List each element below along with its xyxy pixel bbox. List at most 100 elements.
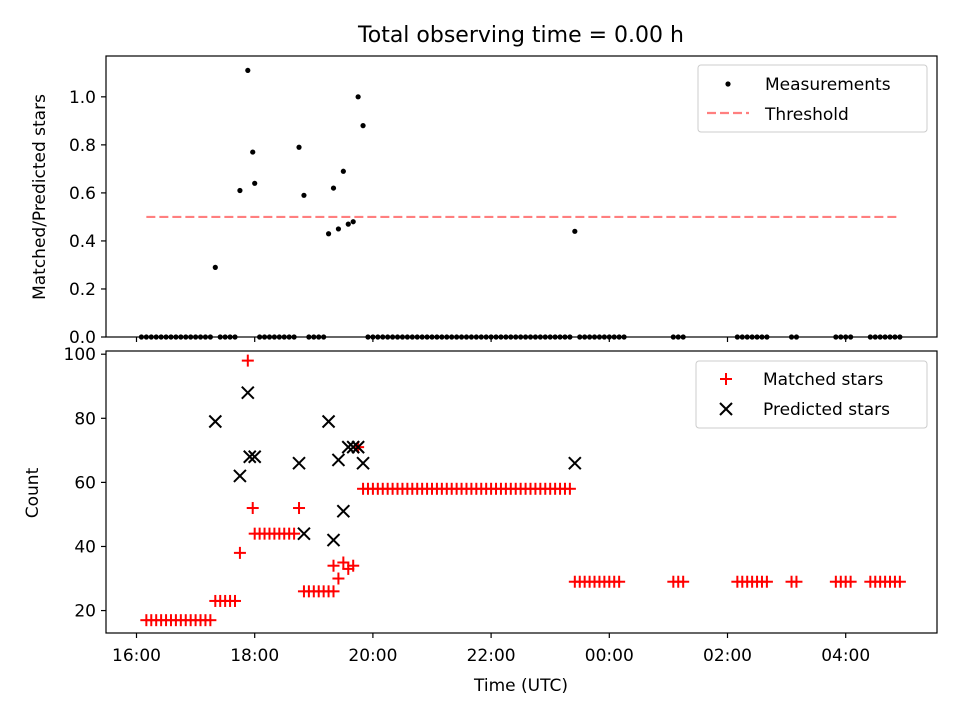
- x-tick-label: 22:00: [467, 646, 516, 666]
- predicted-star-point: [297, 526, 311, 541]
- x-tick-label: 02:00: [703, 646, 752, 666]
- legend-predicted-symbol: [719, 402, 733, 416]
- top-axes-frame: [105, 55, 938, 338]
- measurement-point: [237, 187, 243, 194]
- measurement-point: [301, 192, 307, 198]
- predicted-star-point: [233, 469, 247, 483]
- predicted-star-point: [292, 456, 306, 470]
- measurement-point: [350, 219, 356, 225]
- top-y-tick-label: 0.8: [69, 136, 96, 156]
- measurement-point: [355, 94, 361, 100]
- matched-star-point: [241, 354, 254, 367]
- bottom-legend: Matched stars Predicted stars: [695, 360, 928, 429]
- bottom-axes-frame: [105, 350, 938, 634]
- predicted-star-point-b: [351, 440, 365, 454]
- matched-star-point: [563, 482, 576, 495]
- legend-matched-label: Matched stars: [763, 370, 883, 390]
- bottom-y-tick-label: 20: [74, 602, 96, 622]
- x-tick-label: 20:00: [348, 646, 397, 666]
- measurement-point: [345, 221, 351, 227]
- predicted-star-point-b: [341, 440, 355, 454]
- predicted-star-point: [336, 504, 351, 518]
- predicted-star-point-b: [233, 469, 247, 483]
- legend-matched-symbol: [720, 373, 732, 385]
- predicted-star-point-b: [208, 414, 223, 429]
- predicted-star-point-b: [331, 453, 346, 467]
- top-x-ticks: [135, 337, 847, 342]
- matched-star-point: [246, 502, 259, 515]
- predicted-star-point: [331, 453, 346, 467]
- matched-star-point: [760, 575, 773, 588]
- matched-star-point: [233, 546, 246, 559]
- bottom-y-ticks: 20 40 60 80 100: [64, 345, 106, 622]
- legend-measurements-label: Measurements: [765, 75, 891, 95]
- legend-threshold-label: Threshold: [764, 105, 849, 125]
- predicted-star-point: [351, 440, 365, 454]
- count-points: [140, 354, 906, 627]
- matched-star-point: [229, 594, 241, 607]
- top-y-tick-label: 1.0: [69, 88, 96, 108]
- bottom-x-ticks: 16:00 18:00 20:00 22:00 00:00 02:00 04:00: [112, 633, 870, 666]
- matched-star-point: [337, 556, 350, 569]
- predicted-star-point-b: [241, 385, 255, 400]
- legend-predicted-symbol-b: [719, 402, 733, 416]
- predicted-star-point: [208, 414, 223, 429]
- measurement-point: [212, 264, 218, 270]
- measurement-point: [330, 185, 337, 191]
- top-y-tick-label: 0.2: [69, 280, 96, 300]
- predicted-star-point-b: [292, 456, 306, 470]
- predicted-star-point: [356, 456, 370, 470]
- chart-title: Total observing time = 0.00 h: [357, 23, 684, 48]
- predicted-star-point-b: [568, 456, 582, 470]
- predicted-star-point-b: [336, 504, 351, 518]
- measurement-point: [245, 67, 251, 74]
- bottom-legend-box: [695, 360, 928, 429]
- bottom-y-tick-label: 60: [74, 473, 96, 493]
- predicted-star-point: [568, 456, 582, 470]
- measurement-point: [250, 149, 256, 155]
- bottom-y-tick-label: 80: [74, 409, 96, 429]
- x-axis-label: Time (UTC): [473, 676, 568, 696]
- bottom-subplot: 20 40 60 80 100 16:00 18:00 20:00 22:00 00:00 02:…: [23, 345, 938, 696]
- measurement-point: [340, 168, 346, 174]
- measurement-point: [572, 228, 578, 234]
- top-y-axis-label: Matched/Predicted stars: [30, 94, 50, 300]
- predicted-star-point-b: [243, 450, 257, 464]
- predicted-star-point-b: [321, 414, 336, 429]
- x-tick-label: 18:00: [230, 646, 279, 666]
- measurement-point: [335, 226, 342, 232]
- predicted-star-point-b: [356, 456, 370, 470]
- predicted-star-point: [341, 440, 355, 454]
- bottom-y-axis-label: Count: [23, 467, 43, 518]
- predicted-star-point: [241, 385, 255, 400]
- legend-predicted-label: Predicted stars: [763, 400, 890, 420]
- predicted-star-point: [326, 533, 341, 547]
- legend-predicted-marker: [719, 402, 733, 416]
- bottom-y-tick-label: 100: [64, 345, 96, 365]
- predicted-star-point-b: [247, 450, 262, 464]
- legend-matched-marker: [720, 373, 732, 385]
- matched-star-point: [613, 575, 626, 588]
- predicted-star-point-b: [297, 526, 311, 541]
- top-y-tick-label: 0.6: [69, 184, 96, 204]
- x-tick-label: 00:00: [585, 646, 634, 666]
- predicted-star-point: [243, 450, 257, 464]
- x-tick-label: 04:00: [821, 646, 870, 666]
- matched-star-point: [327, 559, 340, 572]
- top-subplot: 0.0 0.2 0.4 0.6 0.8 1.0 Matched/Predicted sta…: [30, 55, 938, 348]
- matched-star-point: [677, 575, 690, 588]
- matched-star-point: [893, 575, 906, 588]
- predicted-star-point: [247, 450, 262, 464]
- predicted-star-point-b: [326, 533, 341, 547]
- matched-star-point: [293, 502, 306, 515]
- top-y-tick-label: 0.4: [69, 232, 96, 252]
- measurement-point: [360, 123, 366, 129]
- measurement-point: [252, 180, 258, 186]
- legend-measurements-marker: [725, 81, 731, 87]
- predicted-star-point: [321, 414, 336, 429]
- x-tick-label: 16:00: [112, 646, 161, 666]
- measurement-point: [325, 231, 332, 237]
- matched-star-point: [332, 572, 345, 585]
- top-legend-box: [697, 64, 928, 133]
